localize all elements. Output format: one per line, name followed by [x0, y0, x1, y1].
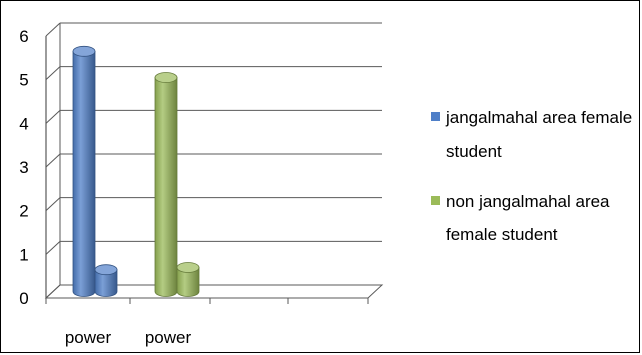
- gridlines: [45, 22, 382, 299]
- x-category-label: power: [65, 328, 112, 347]
- gridline-depth: [45, 153, 61, 168]
- y-tick-label: 4: [19, 114, 28, 133]
- gridline-depth: [45, 240, 61, 255]
- bar: [176, 262, 200, 297]
- legend-swatch: [431, 112, 440, 121]
- bar-top: [154, 72, 178, 83]
- gridline-depth: [45, 109, 61, 124]
- bar-body: [72, 50, 96, 297]
- y-tick-label: 6: [19, 27, 28, 46]
- y-tick-label: 3: [19, 158, 28, 177]
- bar-body: [154, 77, 178, 297]
- bar-body: [94, 269, 118, 297]
- gridline-depth: [45, 66, 61, 81]
- legend-label: non jangalmahal area: [446, 192, 610, 211]
- gridline-depth: [45, 197, 61, 212]
- legend-swatch: [431, 196, 440, 205]
- legend-item: non jangalmahal area female student: [431, 192, 610, 244]
- bar: [72, 45, 96, 297]
- x-category-label: power: [145, 328, 192, 347]
- gridline-depth: [45, 22, 61, 37]
- bar-top: [72, 45, 96, 57]
- y-tick-label: 2: [19, 202, 28, 221]
- legend-label: jangalmahal area female: [445, 108, 632, 127]
- legend-label: student: [446, 142, 502, 161]
- bar-top: [176, 262, 200, 273]
- bar: [94, 264, 118, 297]
- bar-top: [94, 264, 118, 276]
- legend-item: jangalmahal area female student: [431, 108, 632, 161]
- legend-label: female student: [446, 225, 558, 244]
- bar-body: [176, 267, 200, 297]
- y-tick-label: 1: [19, 245, 28, 264]
- y-tick-label: 0: [19, 289, 28, 308]
- y-tick-label: 5: [19, 71, 28, 90]
- chart-floor: [44, 284, 384, 299]
- bar: [154, 72, 178, 297]
